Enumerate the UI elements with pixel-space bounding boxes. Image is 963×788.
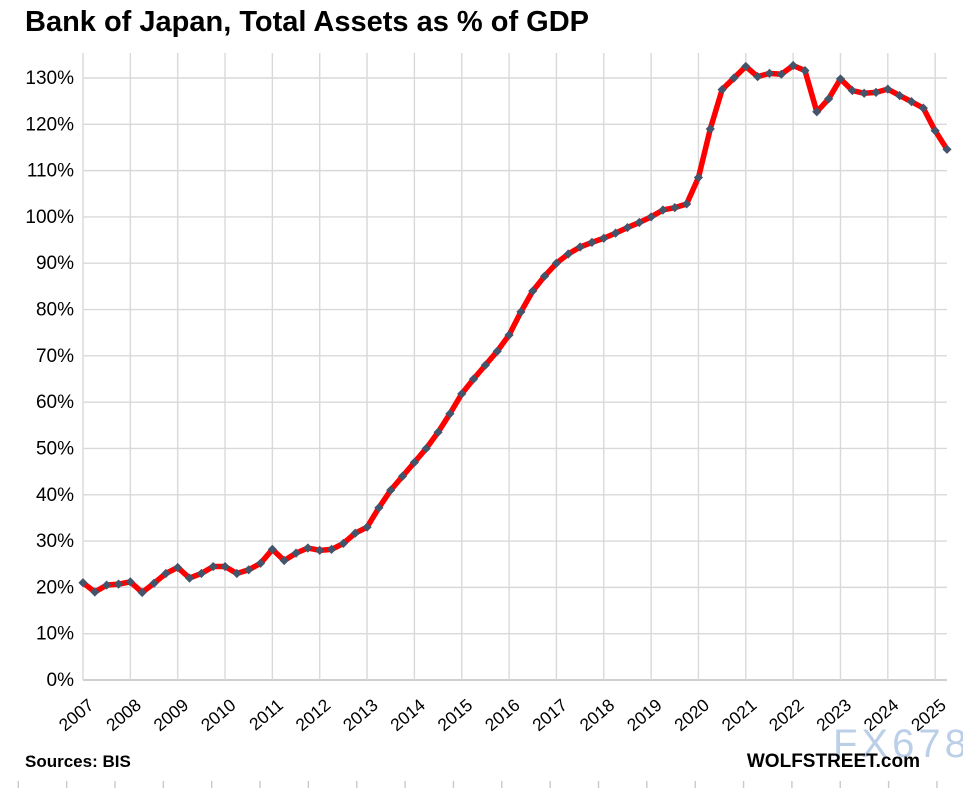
svg-text:80%: 80%	[36, 300, 74, 321]
x-axis-labels: 2007 2008 2009 2010 2011 2012 2013 2014 2015 2016…	[55, 695, 950, 736]
svg-text:2010: 2010	[197, 695, 240, 736]
svg-text:2017: 2017	[528, 695, 571, 735]
svg-text:2020: 2020	[670, 695, 713, 736]
series-line	[80, 62, 950, 596]
svg-text:70%: 70%	[36, 346, 74, 367]
svg-text:2015: 2015	[434, 695, 477, 735]
svg-text:90%: 90%	[36, 253, 74, 274]
bottom-edge-ticks	[17, 781, 938, 788]
svg-text:2021: 2021	[718, 695, 761, 735]
svg-text:120%: 120%	[25, 114, 74, 135]
svg-text:2022: 2022	[765, 695, 808, 735]
svg-text:50%: 50%	[36, 438, 74, 459]
svg-text:2016: 2016	[481, 695, 524, 735]
svg-text:2011: 2011	[245, 695, 287, 735]
svg-text:100%: 100%	[25, 207, 74, 228]
svg-text:40%: 40%	[36, 485, 74, 506]
svg-text:0%: 0%	[47, 670, 75, 691]
sources-label: Sources: BIS	[25, 752, 131, 771]
svg-text:2019: 2019	[623, 695, 666, 735]
svg-text:10%: 10%	[36, 624, 74, 645]
chart-title: Bank of Japan, Total Assets as % of GDP	[25, 6, 590, 38]
series-markers	[78, 60, 952, 598]
gridlines	[82, 53, 947, 681]
brand-label: WOLFSTREET.com	[746, 751, 920, 772]
svg-text:2018: 2018	[576, 695, 619, 735]
svg-text:2009: 2009	[150, 695, 193, 735]
svg-text:60%: 60%	[36, 392, 74, 413]
svg-text:20%: 20%	[36, 577, 74, 598]
svg-text:30%: 30%	[36, 531, 74, 552]
svg-text:2014: 2014	[386, 695, 429, 736]
svg-text:2008: 2008	[102, 695, 145, 735]
svg-text:130%: 130%	[25, 68, 74, 89]
svg-text:110%: 110%	[27, 161, 74, 182]
watermark: FX678	[833, 722, 963, 766]
y-axis-labels: 0% 10% 20% 30% 40% 50% 60% 70% 80% 90% 100% 110% 120…	[25, 68, 74, 691]
svg-text:2012: 2012	[292, 695, 335, 735]
svg-text:2013: 2013	[339, 695, 382, 735]
svg-text:2007: 2007	[55, 695, 98, 735]
